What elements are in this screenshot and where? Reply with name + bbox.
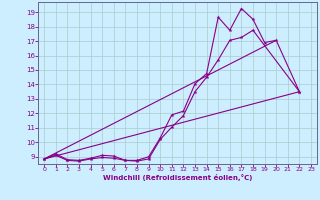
X-axis label: Windchill (Refroidissement éolien,°C): Windchill (Refroidissement éolien,°C) bbox=[103, 174, 252, 181]
